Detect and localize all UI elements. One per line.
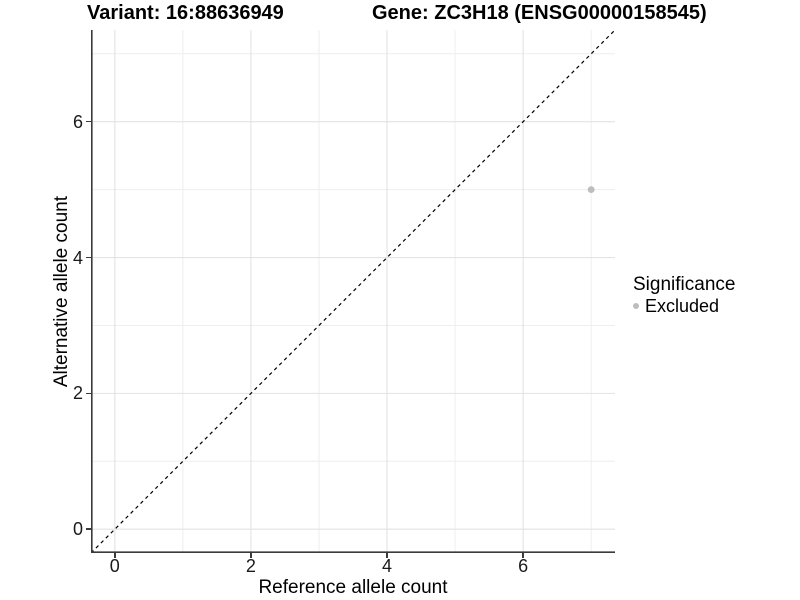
x-tick-label: 4 bbox=[382, 556, 393, 576]
x-tick-label: 2 bbox=[245, 556, 256, 576]
x-tick-label: 0 bbox=[109, 556, 120, 576]
y-tick-mark bbox=[86, 120, 91, 123]
plot-canvas bbox=[91, 30, 615, 553]
x-tick-mark bbox=[386, 553, 388, 558]
plot-panel bbox=[91, 30, 615, 553]
y-tick-label: 4 bbox=[72, 247, 83, 268]
legend-point-icon bbox=[633, 303, 639, 309]
y-tick-mark bbox=[86, 256, 91, 259]
plot-title-gene: Gene: ZC3H18 (ENSG00000158545) bbox=[372, 2, 707, 24]
y-tick-label: 2 bbox=[72, 383, 83, 404]
y-tick-mark bbox=[86, 528, 91, 530]
y-tick-mark bbox=[86, 392, 91, 395]
x-tick-mark bbox=[114, 553, 116, 558]
y-axis-title: Alternative allele count bbox=[48, 30, 76, 553]
legend: Significance Excluded bbox=[633, 274, 735, 315]
legend-title: Significance bbox=[633, 274, 736, 295]
identity-reference-line bbox=[91, 30, 615, 553]
data-point-excluded bbox=[587, 186, 595, 194]
y-tick-label: 6 bbox=[72, 111, 83, 132]
x-tick-mark bbox=[250, 553, 252, 558]
y-axis-title-text: Alternative allele count bbox=[51, 195, 72, 388]
plot-title-variant: Variant: 16:88636949 bbox=[87, 2, 284, 24]
x-tick-label: 6 bbox=[518, 556, 529, 576]
y-tick-label: 0 bbox=[72, 519, 83, 540]
legend-item-label: Excluded bbox=[645, 296, 720, 316]
x-tick-mark bbox=[522, 553, 524, 558]
x-axis-title: Reference allele count bbox=[258, 577, 448, 598]
legend-item-excluded: Excluded bbox=[633, 297, 735, 315]
